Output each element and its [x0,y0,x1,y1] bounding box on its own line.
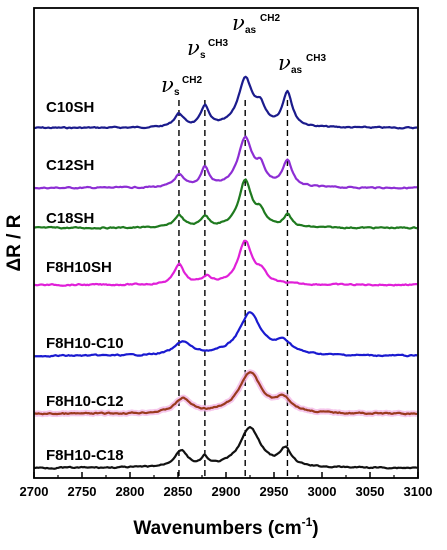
x-axis-ticks: 2700 2750 2800 2850 2900 2950 3000 3050 3100 [20,472,433,499]
spectrum-c10sh [33,75,418,130]
spectrum-c12sh [33,135,418,190]
x-tick-label: 2800 [116,484,145,499]
peak-annotation-symbol: ν [187,36,200,60]
x-tick-label: 3050 [356,484,385,499]
series-label: C10SH [46,99,94,116]
peak-annotation-subscript: as [291,65,303,76]
peak-annotation-subscript: as [245,25,257,36]
spectrum-f8h10-c12 [33,371,418,416]
x-tick-label: 2850 [164,484,193,499]
x-axis-label-main: Wavenumbers (cm [133,518,301,539]
x-tick-label: 3000 [308,484,337,499]
x-tick-label: 3100 [404,484,433,499]
x-tick-label: 2900 [212,484,241,499]
series-label: F8H10SH [46,259,112,276]
series-label: C12SH [46,157,94,174]
peak-reference-lines [178,100,289,476]
x-axis-label-end: ) [312,518,318,539]
peak-annotation-symbol: ν [161,73,174,97]
x-tick-label: 2750 [68,484,97,499]
y-axis-label: ΔR / R [4,214,25,271]
peak-annotation-superscript: CH2 [260,13,280,24]
peak-annotation-superscript: CH3 [306,53,326,64]
peak-annotation-subscript: s [174,87,180,98]
peak-annotation-superscript: CH2 [182,75,202,86]
series-labels: C10SH C12SH C18SH F8H10SH F8H10-C10 F8H10-C12… [46,99,124,464]
x-tick-label: 2700 [20,484,49,499]
series-label: F8H10-C10 [46,335,124,352]
spectrum-c18sh [33,178,418,230]
peak-annotation-superscript: CH3 [208,38,228,49]
spectrum-f8h10-c18 [33,425,418,470]
series-label: F8H10-C12 [46,393,124,410]
peak-annotation-subscript: s [200,50,206,61]
x-axis-label-superscript: -1 [302,515,313,529]
spectrum-f8h10-c10 [33,311,418,358]
series-label: C18SH [46,210,94,227]
series-label: F8H10-C18 [46,447,124,464]
x-tick-label: 2950 [260,484,289,499]
spectra-curves [32,75,419,470]
spectrum-f8h10sh [33,239,418,287]
peak-annotation-symbol: ν [232,11,245,35]
x-axis-label: Wavenumbers (cm-1) [133,515,318,539]
peak-annotation-symbol: ν [278,51,291,75]
